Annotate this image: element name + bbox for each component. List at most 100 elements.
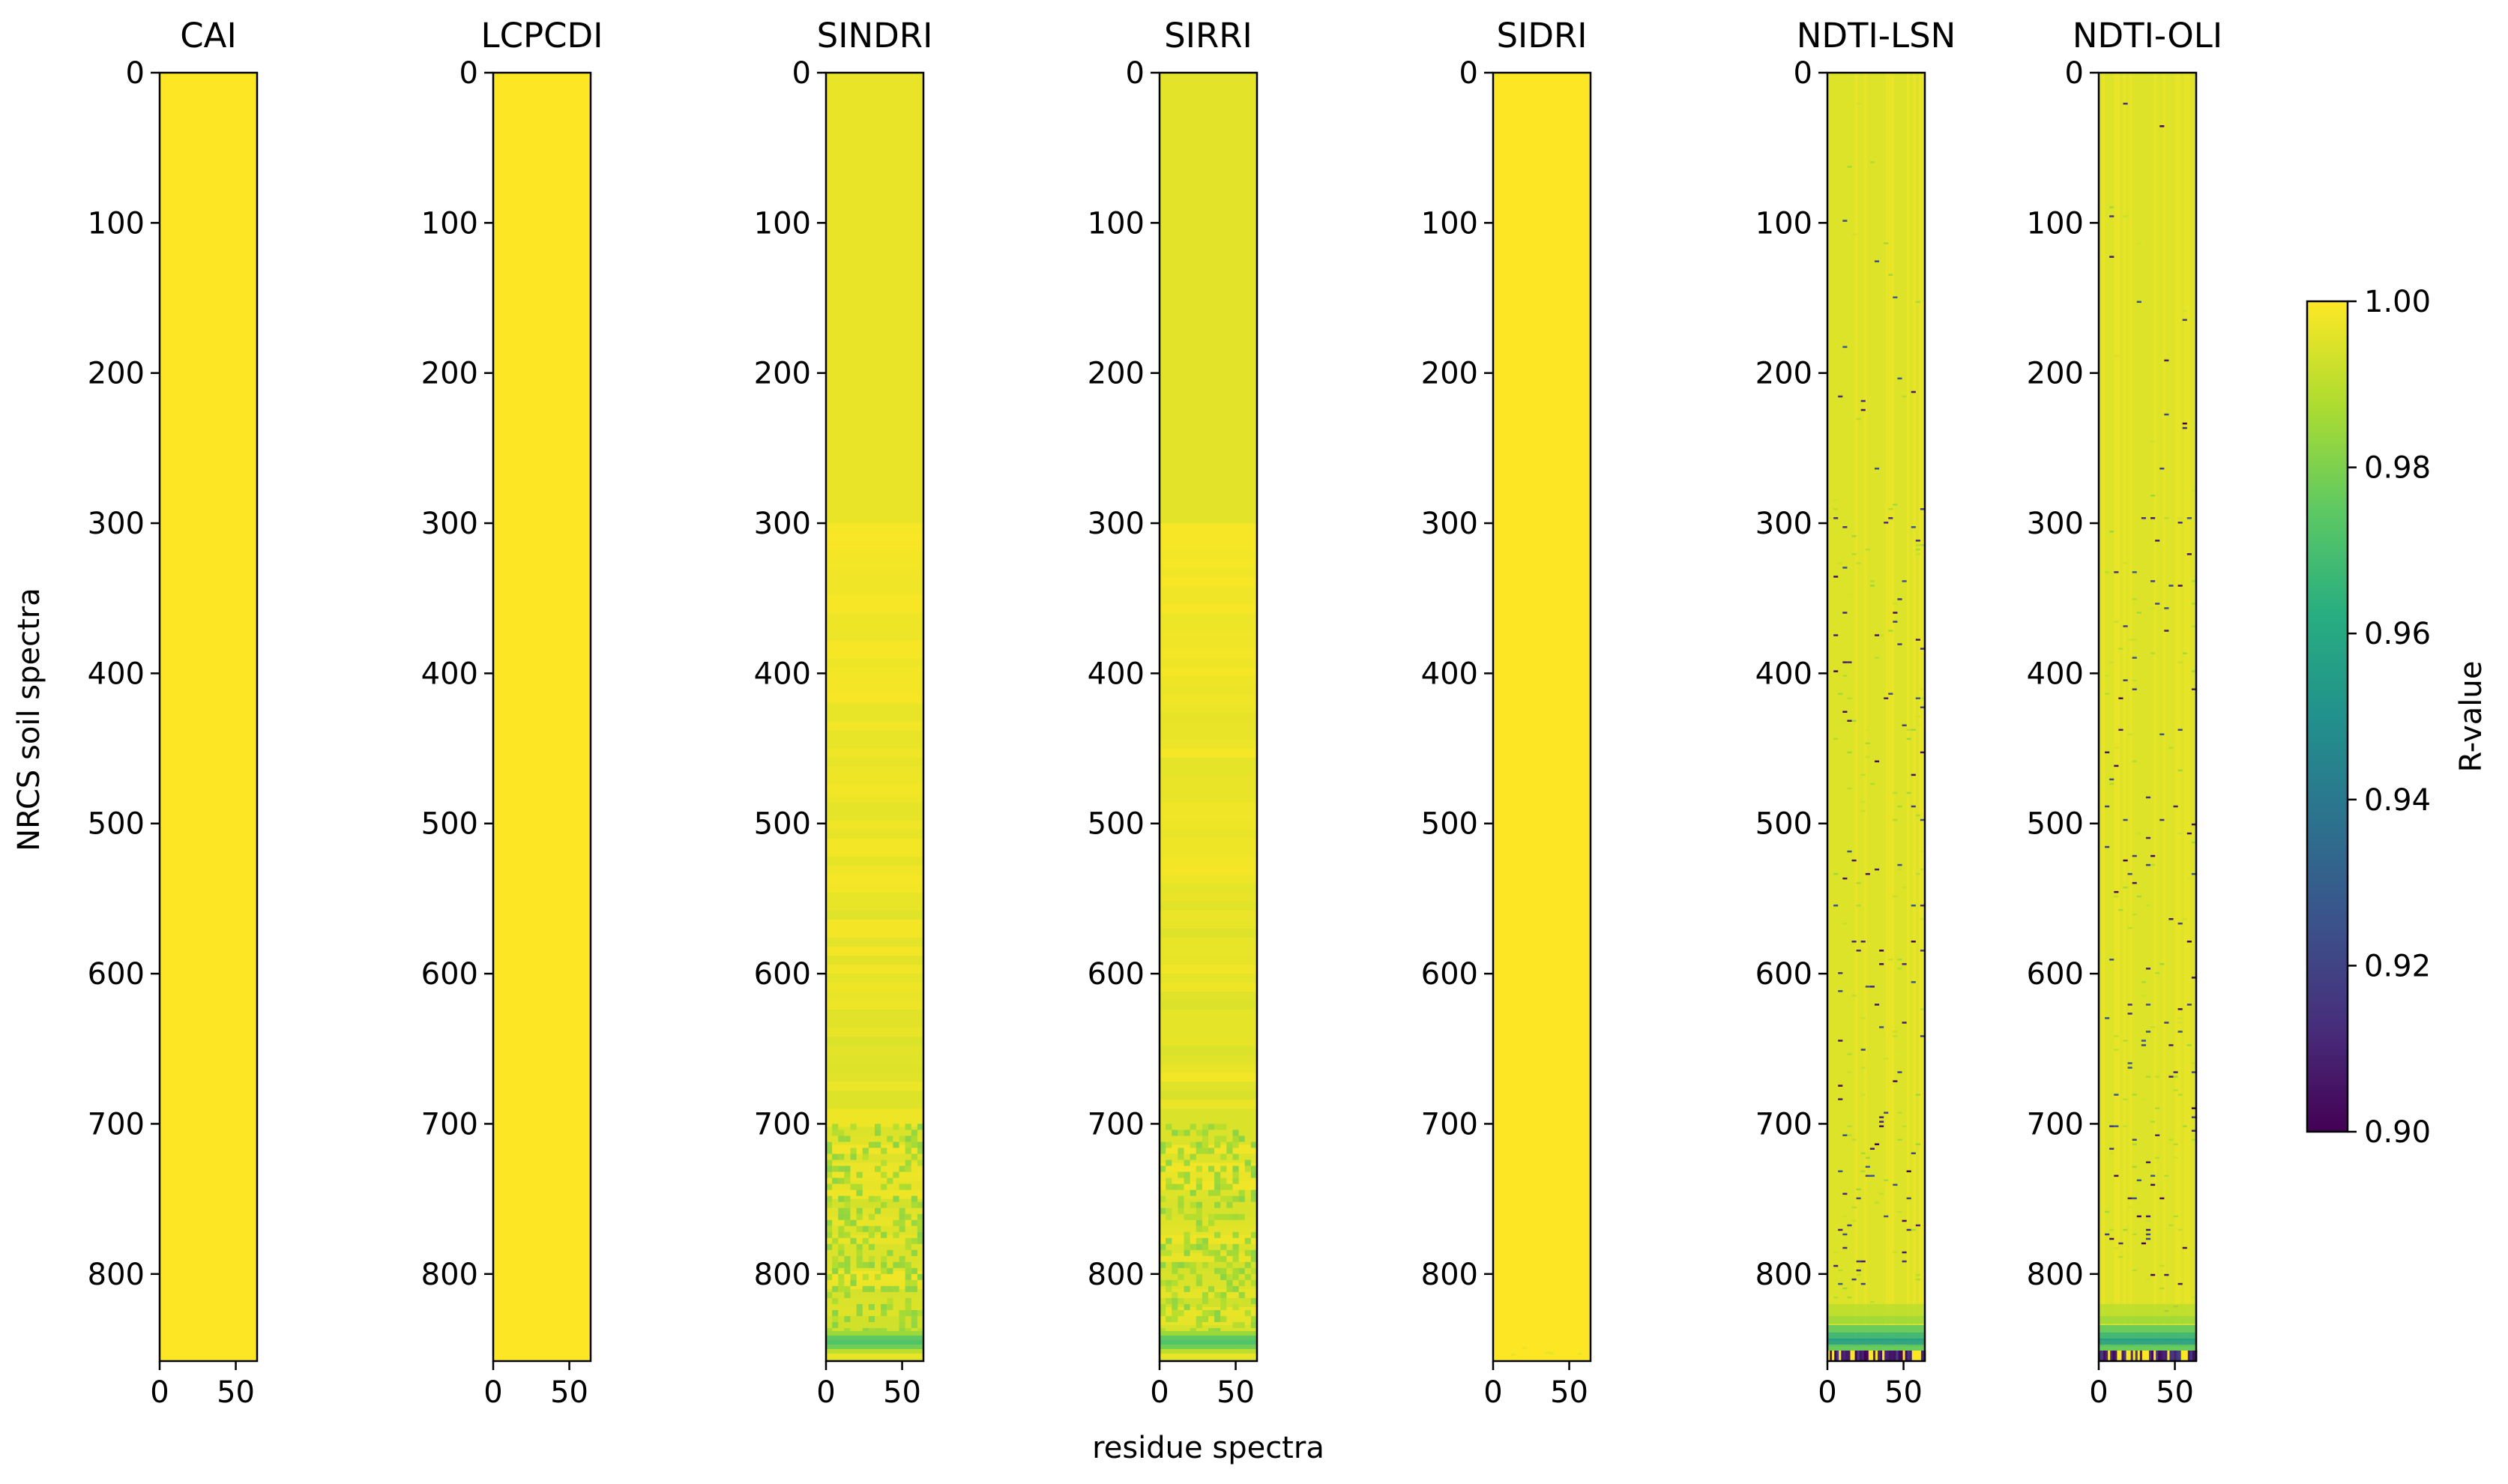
heatmap-cell	[1856, 1260, 1861, 1263]
heatmap-cell	[2191, 688, 2196, 690]
y-tick-label: 200	[2027, 357, 2084, 391]
y-tick-label: 800	[754, 1258, 811, 1292]
heatmap-cell	[1196, 1129, 1202, 1136]
heatmap-cell	[2141, 1350, 2145, 1361]
heatmap-cell-row	[826, 604, 923, 614]
heatmap-cell	[1220, 1255, 1227, 1262]
heatmap-cell	[1860, 1197, 1866, 1200]
heatmap-cell	[2145, 1215, 2151, 1218]
heatmap-cell	[1838, 1098, 1843, 1100]
y-tick-label: 0	[1126, 56, 1145, 91]
heatmap-cell	[1897, 863, 1902, 866]
heatmap-cell	[2132, 854, 2137, 857]
heatmap-cell	[2168, 1138, 2174, 1141]
y-tick-label: 600	[754, 957, 811, 992]
heatmap-cell	[2132, 598, 2137, 600]
heatmap-cell	[1842, 1287, 1848, 1290]
x-tick-label: 0	[150, 1375, 169, 1410]
heatmap-cell	[1865, 1165, 1870, 1168]
heatmap-cell-row	[1160, 1010, 1257, 1019]
heatmap-cell	[1860, 800, 1866, 803]
heatmap-cell-row	[1160, 856, 1257, 866]
heatmap-cell	[1522, 1346, 1527, 1349]
heatmap-cell	[1160, 1141, 1166, 1148]
heatmap-cell	[1232, 1153, 1239, 1160]
heatmap-cell	[1859, 1350, 1863, 1361]
heatmap-cell	[1238, 1213, 1245, 1220]
heatmap-cell	[1860, 399, 1866, 402]
y-tick-label: 400	[88, 657, 145, 691]
heatmap-cell	[1214, 1141, 1221, 1148]
heatmap-cell	[2145, 917, 2151, 920]
heatmap-cell-row	[826, 1028, 923, 1037]
heatmap-cell	[868, 1285, 875, 1292]
heatmap-cell	[2180, 1350, 2184, 1361]
heatmap-cell	[2109, 1237, 2114, 1240]
heatmap-cell-row	[1160, 523, 1257, 533]
heatmap-cell	[2177, 1008, 2183, 1010]
heatmap-cell-row	[1160, 1339, 1257, 1345]
heatmap-cell-row	[826, 550, 923, 560]
heatmap-cell	[832, 1177, 839, 1184]
heatmap-cell	[1847, 850, 1852, 853]
y-axis-label: NRCS soil spectra	[12, 588, 46, 851]
y-tick-label: 500	[421, 807, 478, 842]
heatmap-cell	[838, 1279, 845, 1286]
heatmap-cell-row	[1160, 974, 1257, 983]
heatmap-cell	[1874, 1125, 1880, 1127]
heatmap-cell	[1166, 1315, 1172, 1322]
heatmap-cell	[838, 1153, 845, 1160]
heatmap-cell	[1238, 1135, 1245, 1142]
heatmap-cell-row	[1160, 1055, 1257, 1064]
heatmap-cell-row	[1160, 1064, 1257, 1073]
heatmap-cell	[2103, 1350, 2106, 1361]
heatmap-cell	[838, 1135, 845, 1142]
heatmap-cell	[1920, 1350, 1924, 1361]
heatmap-cell	[2114, 1035, 2119, 1037]
heatmap-cell	[1915, 814, 1920, 817]
heatmap-cell	[1208, 1285, 1215, 1292]
heatmap-cell	[2164, 607, 2169, 609]
heatmap-cell	[1160, 1279, 1166, 1286]
y-tick-label: 200	[1755, 357, 1812, 391]
x-tick-label: 50	[1550, 1375, 1588, 1410]
heatmap-cell-row	[826, 667, 923, 677]
heatmap-cell	[1897, 868, 1902, 871]
heatmap-cell	[911, 1153, 917, 1160]
heatmap-cell	[1214, 1213, 1221, 1220]
heatmap-cell	[1178, 1261, 1184, 1268]
heatmap-cell	[2191, 1107, 2196, 1109]
heatmap-cell	[881, 1201, 887, 1208]
colorbar-tick-label: 0.98	[2364, 451, 2431, 486]
heatmap-cell-row	[1827, 1315, 1925, 1324]
heatmap-cell-row	[1160, 784, 1257, 794]
heatmap-cell	[1891, 1350, 1894, 1361]
heatmap-cell	[2127, 1004, 2132, 1006]
heatmap-cell	[2136, 612, 2141, 614]
heatmap-cell	[1226, 1141, 1233, 1148]
heatmap-cell	[2159, 733, 2165, 736]
heatmap-cell	[2145, 968, 2151, 970]
heatmap-cell	[2186, 832, 2192, 835]
heatmap-cell	[1906, 1170, 1911, 1173]
heatmap-cell	[2141, 1044, 2146, 1046]
heatmap-cell	[2109, 206, 2114, 208]
heatmap-cell	[917, 1201, 923, 1208]
heatmap-cell	[2173, 805, 2178, 808]
heatmap-cell	[1833, 508, 1839, 510]
heatmap-cell	[1202, 1249, 1208, 1256]
heatmap-cell	[1888, 517, 1893, 519]
heatmap-cell	[2108, 1350, 2111, 1361]
heatmap-cell-row	[1160, 1109, 1257, 1118]
heatmap-cell	[844, 1165, 851, 1172]
heatmap-cell	[1920, 508, 1925, 510]
heatmap-cell-row	[1160, 1091, 1257, 1100]
heatmap-cell	[1911, 941, 1916, 943]
heatmap-background	[160, 73, 257, 1361]
heatmap-cell-row	[2099, 1338, 2196, 1347]
heatmap-cell-row	[826, 1037, 923, 1046]
heatmap-cell	[1220, 1243, 1227, 1250]
heatmap-cell-row	[1160, 802, 1257, 812]
heatmap-cell	[1833, 498, 1839, 501]
